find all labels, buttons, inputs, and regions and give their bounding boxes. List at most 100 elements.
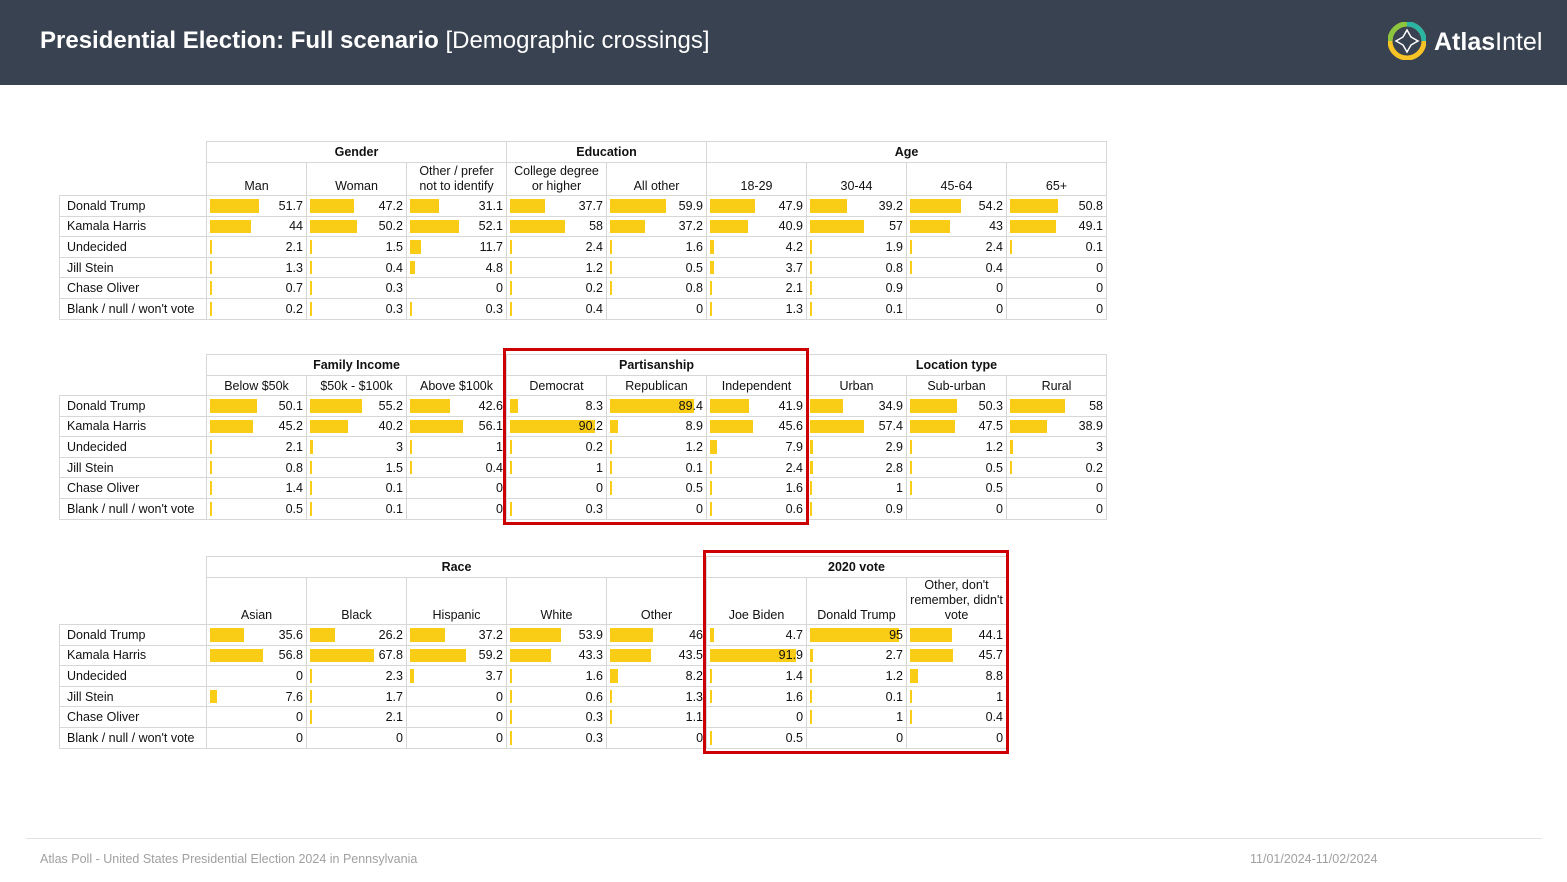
value-cell: 0 — [605, 726, 708, 749]
value-cell: 0.3 — [506, 726, 607, 749]
value-bar — [310, 669, 313, 683]
column-header: 30-44 — [806, 162, 908, 196]
value-bar — [810, 240, 813, 254]
value-label: 0 — [296, 710, 303, 725]
value-bar — [410, 419, 463, 434]
value-cell: 40.9 — [706, 215, 808, 238]
value-label: 1.7 — [385, 689, 403, 704]
value-label: 1 — [896, 710, 904, 725]
value-cell: 90.2 — [506, 415, 607, 438]
value-cell: 0 — [206, 726, 307, 749]
value-label: 11.7 — [479, 239, 503, 254]
row-label: Jill Stein — [59, 685, 207, 708]
value-bar — [1010, 419, 1047, 434]
value-label: 43.5 — [678, 648, 704, 663]
value-label: 58 — [589, 219, 603, 234]
value-label: 8.9 — [685, 419, 703, 434]
value-label: 47.5 — [978, 419, 1003, 434]
value-label: 0.1 — [385, 481, 403, 496]
value-bar — [310, 399, 362, 413]
value-cell: 50.3 — [906, 395, 1007, 417]
value-bar — [510, 260, 512, 275]
value-label: 2.1 — [785, 281, 804, 296]
column-header: Man — [206, 162, 307, 196]
value-cell: 0.6 — [706, 497, 807, 520]
row-label: Kamala Harris — [59, 215, 207, 238]
value-bar — [710, 240, 714, 254]
value-bar — [210, 460, 212, 475]
value-cell: 0.9 — [806, 497, 907, 520]
value-bar — [1010, 240, 1013, 254]
value-label: 38.9 — [1078, 419, 1103, 434]
value-label: 0.2 — [1085, 460, 1103, 475]
table-row: Undecided 2.1 3 1 0.2 1.2 7.9 2.9 1.2 3 — [59, 436, 1107, 458]
value-label: 2.1 — [385, 710, 403, 725]
value-bar — [710, 440, 718, 454]
value-bar — [810, 260, 813, 275]
value-label: 40.9 — [778, 219, 804, 234]
value-cell: 0.7 — [206, 277, 307, 299]
value-cell: 0 — [906, 297, 1008, 320]
value-cell: 0 — [406, 685, 507, 708]
corner-blank — [60, 142, 207, 163]
value-cell: 2.8 — [806, 456, 907, 479]
row-label: Blank / null / won't vote — [59, 497, 207, 520]
group-header-location-type: Location type — [806, 354, 1107, 376]
value-bar — [910, 689, 913, 704]
value-label: 1.6 — [585, 668, 603, 683]
value-bar — [410, 399, 450, 413]
value-label: 0 — [496, 730, 503, 745]
value-cell: 1.7 — [306, 685, 407, 708]
value-cell: 91.9 — [706, 644, 808, 667]
value-bar — [510, 419, 595, 434]
value-cell: 0.1 — [806, 297, 908, 320]
value-cell: 0.4 — [906, 256, 1008, 279]
value-cell: 4.8 — [406, 256, 507, 279]
value-label: 46 — [689, 627, 704, 642]
table-row: Kamala Harris 44 50.2 52.1 58 37.2 40.9 57 43 49.… — [59, 215, 1108, 238]
value-cell: 0.4 — [506, 297, 607, 320]
value-label: 0.9 — [885, 501, 903, 516]
value-bar — [510, 669, 512, 683]
table-row: Blank / null / won't vote 0.2 0.3 0.3 0.4 0 1.… — [59, 297, 1108, 320]
value-bar — [310, 219, 358, 234]
value-cell: 2.3 — [306, 665, 407, 687]
value-bar — [710, 260, 714, 275]
value-label: 0 — [296, 730, 303, 745]
value-label: 0.2 — [585, 281, 603, 296]
row-label: Undecided — [59, 236, 207, 258]
value-cell: 40.2 — [306, 415, 407, 438]
value-cell: 1 — [506, 456, 607, 479]
value-bar — [810, 628, 900, 642]
value-bar — [910, 260, 913, 275]
value-label: 0.5 — [985, 481, 1003, 496]
value-label: 0 — [596, 481, 603, 496]
value-cell: 8.8 — [906, 665, 1008, 687]
value-bar — [910, 240, 913, 254]
value-label: 0.3 — [485, 301, 503, 316]
value-cell: 37.2 — [406, 624, 507, 646]
value-bar — [510, 219, 565, 234]
value-cell: 0.2 — [506, 436, 607, 458]
value-label: 95 — [889, 627, 904, 642]
value-cell: 8.9 — [606, 415, 707, 438]
value-label: 39.2 — [878, 198, 904, 213]
value-bar — [510, 501, 512, 516]
column-header: College degree or higher — [506, 162, 607, 196]
value-bar — [210, 419, 253, 434]
value-cell: 57.4 — [806, 415, 907, 438]
value-cell: 1.2 — [606, 436, 707, 458]
value-bar — [910, 219, 951, 234]
column-header: 45-64 — [906, 162, 1008, 196]
column-header: Above $100k — [406, 375, 507, 396]
value-bar — [610, 281, 612, 295]
column-header: Sub-urban — [906, 375, 1007, 396]
value-cell: 0.4 — [406, 456, 507, 479]
value-label: 37.2 — [478, 627, 503, 642]
value-cell: 45.7 — [906, 644, 1008, 667]
value-label: 67.8 — [378, 648, 403, 663]
value-bar — [410, 219, 459, 234]
footer-date-range: 11/01/2024-11/02/2024 — [1250, 852, 1378, 866]
value-cell: 95 — [806, 624, 908, 646]
value-cell: 0 — [1006, 297, 1108, 320]
